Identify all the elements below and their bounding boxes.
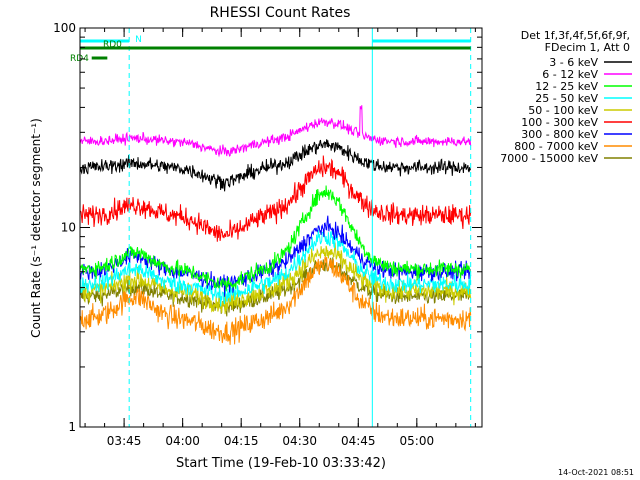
legend-label: 300 - 800 keV — [521, 128, 598, 141]
legend-label: 12 - 25 keV — [535, 80, 598, 93]
legend-label: 6 - 12 keV — [542, 68, 598, 81]
series-line-300-800-kev — [80, 215, 472, 297]
series-line-50-100-kev — [80, 242, 472, 315]
chart-title: RHESSI Count Rates — [210, 5, 351, 21]
legend-label: 50 - 100 keV — [528, 104, 598, 117]
legend-label: 800 - 7000 keV — [514, 140, 598, 153]
x-tick-label: 03:45 — [107, 434, 142, 448]
series-line-100-300-kev — [80, 155, 472, 242]
legend: Det 1f,3f,4f,5f,6f,9f, FDecim 1, Att 0 3… — [500, 29, 632, 165]
series-line-3-6-kev — [80, 139, 472, 192]
legend-label: 7000 - 15000 keV — [500, 152, 598, 165]
series-line-12-25-kev — [80, 185, 471, 292]
x-tick-label: 04:00 — [165, 434, 200, 448]
legend-label: 25 - 50 keV — [535, 92, 598, 105]
x-tick-label: 04:30 — [282, 434, 317, 448]
series-line-800-7000-kev — [80, 256, 472, 345]
legend-label: 3 - 6 keV — [549, 56, 598, 69]
legend-label: 100 - 300 keV — [521, 116, 598, 129]
series-line-6-12-kev — [80, 105, 472, 158]
flag-label-rd0: RD0 — [103, 40, 122, 50]
y-axis-label: Count Rate (s⁻¹ detector segment⁻¹) — [29, 118, 43, 338]
y-tick-label: 100 — [53, 21, 76, 35]
series-line-25-50-kev — [80, 229, 472, 307]
x-tick-label: 04:15 — [224, 434, 259, 448]
x-axis-label: Start Time (19-Feb-10 03:33:42) — [176, 456, 386, 471]
flag-label-n: N — [135, 35, 142, 45]
footer-timestamp: 14-Oct-2021 08:51 — [558, 468, 634, 477]
legend-header-line-2: FDecim 1, Att 0 — [545, 41, 630, 54]
legend-header-line-1: Det 1f,3f,4f,5f,6f,9f, — [521, 29, 630, 42]
y-tick-label: 10 — [61, 221, 76, 235]
x-tick-label: 04:45 — [341, 434, 376, 448]
y-tick-label: 1 — [68, 420, 76, 434]
x-tick-label: 05:00 — [400, 434, 435, 448]
